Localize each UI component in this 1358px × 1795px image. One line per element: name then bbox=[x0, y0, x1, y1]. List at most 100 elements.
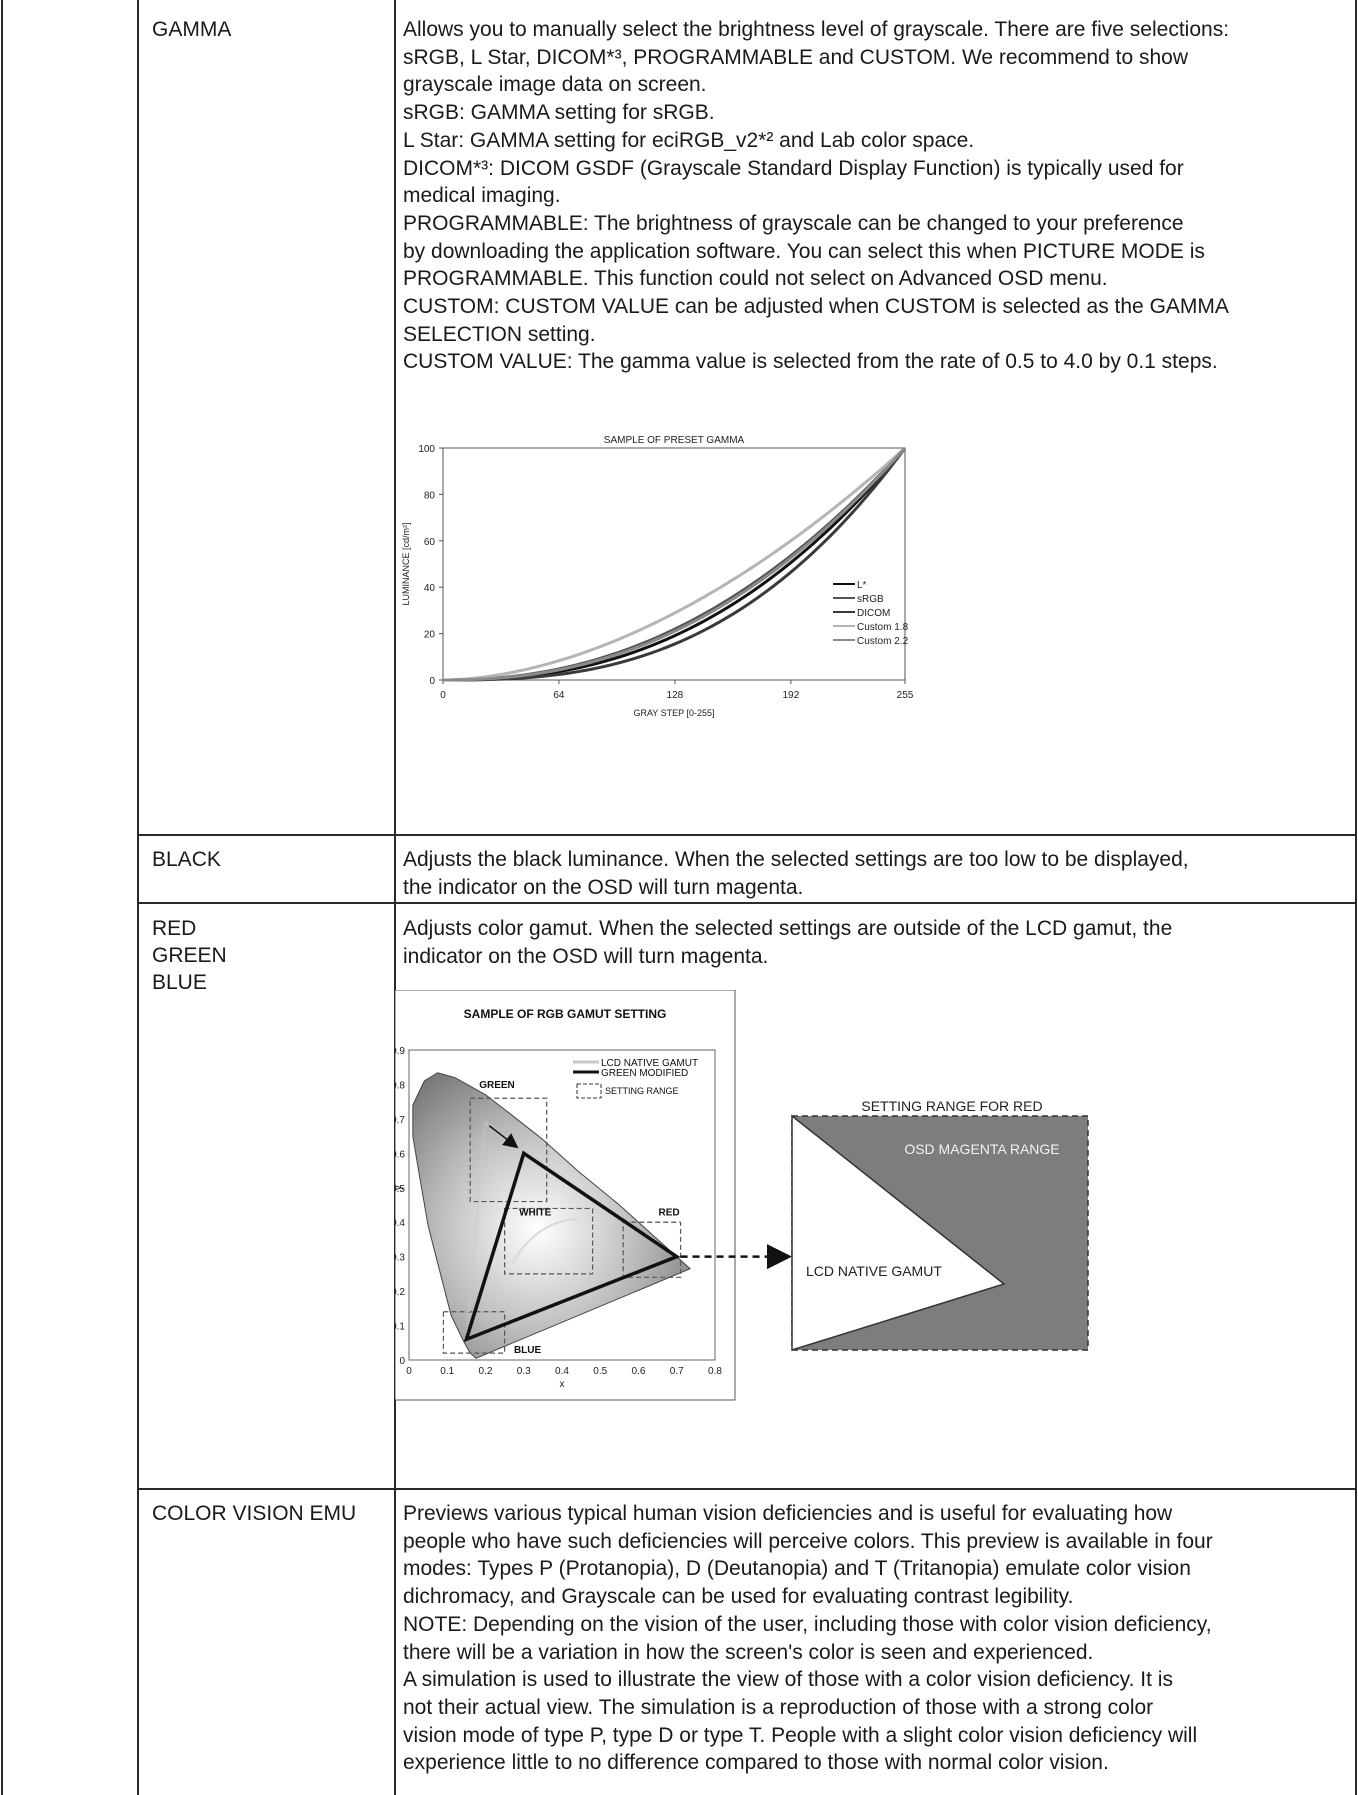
legend-label: L* bbox=[857, 580, 867, 591]
native-gamut-area bbox=[791, 1114, 1006, 1352]
row-divider-3 bbox=[137, 1488, 1357, 1490]
desc-line: dichromacy, and Grayscale can be used fo… bbox=[403, 1585, 1074, 1609]
chart-title: SAMPLE OF PRESET GAMMA bbox=[604, 435, 745, 446]
desc-line: the indicator on the OSD will turn magen… bbox=[403, 875, 804, 899]
label-line: GREEN bbox=[152, 944, 227, 967]
gamut-title: SAMPLE OF RGB GAMUT SETTING bbox=[464, 1007, 667, 1021]
magenta-range-label: OSD MAGENTA RANGE bbox=[904, 1141, 1059, 1157]
desc-line: NOTE: Depending on the vision of the use… bbox=[403, 1612, 1212, 1636]
range-panel-title: SETTING RANGE FOR RED bbox=[861, 1098, 1042, 1114]
x-tick-label: 192 bbox=[783, 690, 800, 701]
desc-line: by downloading the application software.… bbox=[403, 239, 1205, 263]
row-label-black: BLACK bbox=[152, 846, 221, 873]
table-border-right bbox=[1355, 0, 1357, 1795]
desc-line: Previews various typical human vision de… bbox=[403, 1502, 1173, 1525]
desc-line: PROGRAMMABLE. This function could not se… bbox=[403, 267, 1108, 291]
desc-line: people who have such deficiencies will p… bbox=[403, 1529, 1213, 1553]
desc-line: DICOM*³: DICOM GSDF (Grayscale Standard … bbox=[403, 156, 1184, 180]
setting-range-box bbox=[504, 1207, 594, 1275]
x-axis-label: x bbox=[560, 1379, 565, 1390]
y-tick-label: 0 bbox=[429, 676, 435, 687]
desc-line: sRGB, L Star, DICOM*³, PROGRAMMABLE and … bbox=[403, 45, 1188, 69]
setting-range-box bbox=[442, 1311, 506, 1354]
y-tick-label: 0.8 bbox=[395, 1080, 405, 1091]
row-divider-1 bbox=[137, 834, 1357, 836]
setting-range-box bbox=[622, 1221, 682, 1278]
legend-label: LCD NATIVE GAMUT bbox=[601, 1058, 698, 1069]
x-axis-label: GRAY STEP [0-255] bbox=[633, 708, 714, 718]
desc-line: vision mode of type P, type D or type T.… bbox=[403, 1723, 1198, 1747]
modified-gamut-triangle bbox=[463, 1150, 681, 1343]
x-tick-label: 0.2 bbox=[479, 1366, 493, 1377]
gamut-annotation: BLUE bbox=[514, 1345, 542, 1356]
y-tick-label: 20 bbox=[424, 630, 436, 641]
y-tick-label: 0.7 bbox=[395, 1115, 405, 1126]
desc-line: sRGB: GAMMA setting for sRGB. bbox=[403, 101, 715, 125]
legend-label: Custom 1.8 bbox=[857, 622, 909, 633]
x-tick-label: 0.7 bbox=[670, 1366, 684, 1377]
desc-line: grayscale image data on screen. bbox=[403, 73, 707, 97]
desc-line: Adjusts color gamut. When the selected s… bbox=[403, 917, 1173, 940]
desc-line: experience little to no difference compa… bbox=[403, 1751, 1109, 1775]
x-tick-label: 0.3 bbox=[517, 1366, 531, 1377]
gamut-plot-frame bbox=[408, 1049, 716, 1361]
row-label-color-vision-emu: COLOR VISION EMU bbox=[152, 1500, 356, 1527]
white-point-curve bbox=[511, 1217, 578, 1265]
row-desc-gamma: Allows you to manually select the bright… bbox=[403, 16, 1353, 376]
y-tick-label: 0.5 bbox=[395, 1184, 405, 1195]
desc-line: Adjusts the black luminance. When the se… bbox=[403, 848, 1189, 871]
desc-line: there will be a variation in how the scr… bbox=[403, 1640, 1094, 1664]
gamut-annotation: GREEN bbox=[479, 1080, 515, 1091]
series-line bbox=[443, 447, 907, 682]
table-column-divider-2 bbox=[394, 0, 396, 1795]
row-desc-black: Adjusts the black luminance. When the se… bbox=[403, 846, 1353, 901]
row-label-gamma: GAMMA bbox=[152, 16, 231, 43]
row-desc-color-vision-emu: Previews various typical human vision de… bbox=[403, 1500, 1353, 1777]
gamut-chart: SAMPLE OF RGB GAMUT SETTING 0 0.1 0.2 0.3 0.4… bbox=[395, 990, 1089, 1401]
desc-line: CUSTOM VALUE: The gamma value is selecte… bbox=[403, 350, 1218, 374]
gamut-annotation: RED bbox=[659, 1207, 680, 1218]
desc-line: A simulation is used to illustrate the v… bbox=[403, 1668, 1173, 1692]
desc-line: PROGRAMMABLE: The brightness of grayscal… bbox=[403, 211, 1184, 235]
x-tick-label: 0.6 bbox=[632, 1366, 646, 1377]
x-tick-label: 0.1 bbox=[440, 1366, 454, 1377]
x-tick-label: 0 bbox=[440, 690, 446, 701]
label-line: COLOR VISION EMU bbox=[152, 1502, 357, 1525]
label-line: GAMMA bbox=[152, 18, 232, 41]
y-tick-label: 0 bbox=[399, 1356, 405, 1367]
desc-line: SELECTION setting. bbox=[403, 322, 596, 346]
x-tick-label: 64 bbox=[553, 690, 565, 701]
y-tick-label: 40 bbox=[424, 583, 436, 594]
legend-label: DICOM bbox=[857, 608, 890, 619]
series-line bbox=[442, 447, 907, 682]
y-tick-label: 80 bbox=[424, 490, 436, 501]
legend-label: GREEN MODIFIED bbox=[601, 1068, 688, 1079]
x-tick-label: 128 bbox=[667, 690, 684, 701]
desc-line: medical imaging. bbox=[403, 184, 561, 208]
gamma-chart: SAMPLE OF PRESET GAMMA 0 20 40 60 80 100 0 64 128… bbox=[401, 435, 914, 718]
x-tick-label: 255 bbox=[897, 690, 914, 701]
desc-line: L Star: GAMMA setting for eciRGB_v2*² an… bbox=[403, 128, 975, 152]
y-tick-label: 60 bbox=[424, 537, 436, 548]
y-tick-label: 0.9 bbox=[395, 1046, 405, 1057]
gamut-annotation: WHITE bbox=[519, 1207, 552, 1218]
legend-label: SETTING RANGE bbox=[605, 1086, 679, 1096]
x-tick-label: 0.4 bbox=[555, 1366, 569, 1377]
x-tick-label: 0.8 bbox=[708, 1366, 722, 1377]
desc-line: CUSTOM: CUSTOM VALUE can be adjusted whe… bbox=[403, 295, 1229, 319]
label-line: BLACK bbox=[152, 848, 221, 871]
desc-line: indicator on the OSD will turn magenta. bbox=[403, 944, 769, 968]
plot-frame bbox=[442, 447, 906, 681]
legend-swatch bbox=[576, 1083, 602, 1099]
y-axis-label: y bbox=[395, 1185, 404, 1190]
legend-label: sRGB bbox=[857, 594, 884, 605]
y-tick-label: 100 bbox=[418, 444, 435, 455]
native-gamut-label: LCD NATIVE GAMUT bbox=[806, 1263, 942, 1279]
y-tick-label: 0.1 bbox=[395, 1322, 405, 1333]
x-tick-label: 0.5 bbox=[593, 1366, 607, 1377]
y-tick-label: 0.3 bbox=[395, 1253, 405, 1264]
table-column-divider-1 bbox=[137, 0, 139, 1795]
green-shift-arrow bbox=[488, 1125, 519, 1149]
row-label-rgb: RED GREEN BLUE bbox=[152, 915, 227, 996]
desc-line: modes: Types P (Protanopia), D (Deutanop… bbox=[403, 1557, 1191, 1581]
